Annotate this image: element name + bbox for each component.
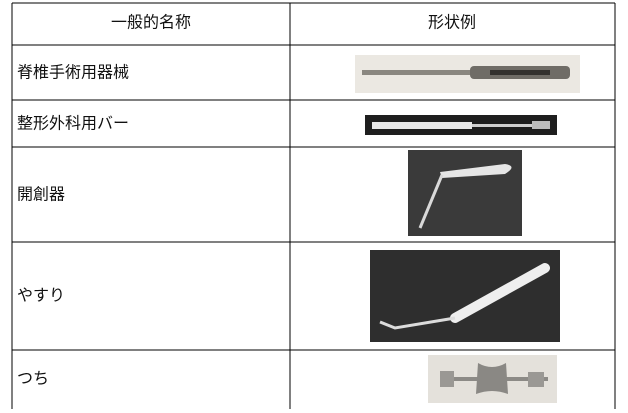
row-name: 開創器 [17,185,65,204]
image-mallet [428,355,557,403]
image-spinal-instrument [355,55,580,93]
header-cell: 一般的名称 [111,13,191,32]
table-borders [11,2,616,409]
image-rasp [370,250,560,342]
image-retractor [408,150,522,236]
row-name: やすり [17,286,65,305]
row-name: つち [17,369,49,388]
header-cell: 形状例 [428,13,476,32]
row-name: 脊椎手術用器械 [17,63,129,82]
row-name: 整形外科用バー [17,114,129,133]
image-orthopedic-bur [365,115,557,135]
